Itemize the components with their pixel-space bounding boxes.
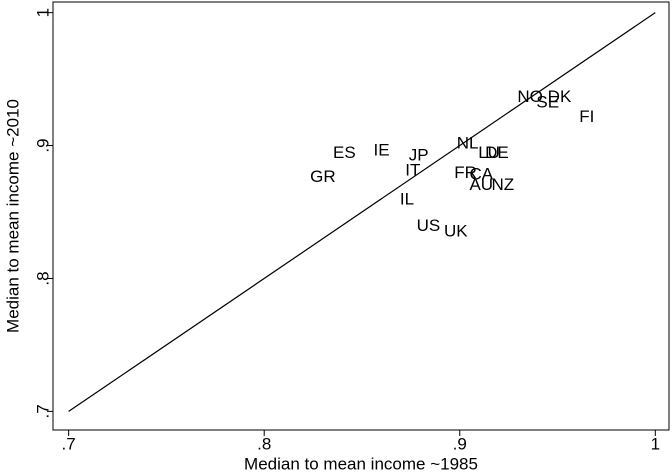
point-label: SE — [536, 93, 559, 112]
point-label: NL — [457, 134, 479, 153]
point-label: GR — [310, 167, 336, 186]
point-label: JP — [409, 146, 429, 165]
y-tick-label: .9 — [33, 138, 52, 152]
point-label: FR — [454, 163, 477, 182]
x-tick-label: .9 — [453, 434, 467, 453]
y-tick-label: .7 — [33, 404, 52, 418]
point-label: DK — [548, 87, 572, 106]
point-label: US — [417, 216, 441, 235]
point-label: NO — [517, 87, 543, 106]
y-tick-label: 1 — [33, 8, 52, 17]
x-tick-label: .8 — [257, 434, 271, 453]
point-label: UK — [444, 221, 468, 240]
x-axis-label: Median to mean income ~1985 — [244, 454, 478, 473]
point-label: LU — [478, 143, 500, 162]
reference-line — [68, 12, 656, 412]
x-tick-label: .7 — [62, 434, 76, 453]
point-label: IL — [400, 190, 414, 209]
point-label: NZ — [491, 175, 514, 194]
point-label: CA — [469, 164, 493, 183]
point-label: FI — [579, 107, 594, 126]
point-label: DE — [485, 143, 509, 162]
point-label: ES — [333, 143, 356, 162]
y-axis-label: Median to mean income ~2010 — [3, 99, 22, 333]
y-tick-label: .8 — [33, 271, 52, 285]
point-label: IT — [405, 160, 420, 179]
point-label: AU — [469, 175, 493, 194]
x-tick-label: 1 — [651, 434, 660, 453]
plot-frame — [52, 1, 670, 431]
point-label: IE — [374, 140, 390, 159]
